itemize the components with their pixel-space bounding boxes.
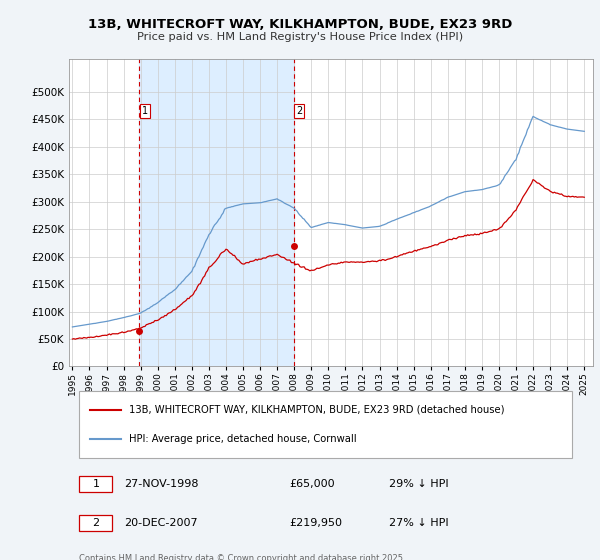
Text: 29% ↓ HPI: 29% ↓ HPI <box>389 479 448 489</box>
Text: 20-DEC-2007: 20-DEC-2007 <box>124 518 197 528</box>
FancyBboxPatch shape <box>79 476 112 492</box>
Text: 1: 1 <box>142 106 148 116</box>
Text: 2: 2 <box>92 518 100 528</box>
FancyBboxPatch shape <box>79 515 112 531</box>
Text: 2: 2 <box>296 106 302 116</box>
Text: 13B, WHITECROFT WAY, KILKHAMPTON, BUDE, EX23 9RD (detached house): 13B, WHITECROFT WAY, KILKHAMPTON, BUDE, … <box>129 404 505 414</box>
Text: 1: 1 <box>92 479 100 489</box>
Text: 13B, WHITECROFT WAY, KILKHAMPTON, BUDE, EX23 9RD: 13B, WHITECROFT WAY, KILKHAMPTON, BUDE, … <box>88 18 512 31</box>
Text: £65,000: £65,000 <box>289 479 335 489</box>
FancyBboxPatch shape <box>79 391 572 458</box>
Text: Price paid vs. HM Land Registry's House Price Index (HPI): Price paid vs. HM Land Registry's House … <box>137 32 463 42</box>
Text: Contains HM Land Registry data © Crown copyright and database right 2025.
This d: Contains HM Land Registry data © Crown c… <box>79 554 406 560</box>
Bar <box>139 59 294 366</box>
Text: HPI: Average price, detached house, Cornwall: HPI: Average price, detached house, Corn… <box>129 434 357 444</box>
Text: £219,950: £219,950 <box>289 518 342 528</box>
Text: 27% ↓ HPI: 27% ↓ HPI <box>389 518 448 528</box>
Text: 27-NOV-1998: 27-NOV-1998 <box>124 479 199 489</box>
